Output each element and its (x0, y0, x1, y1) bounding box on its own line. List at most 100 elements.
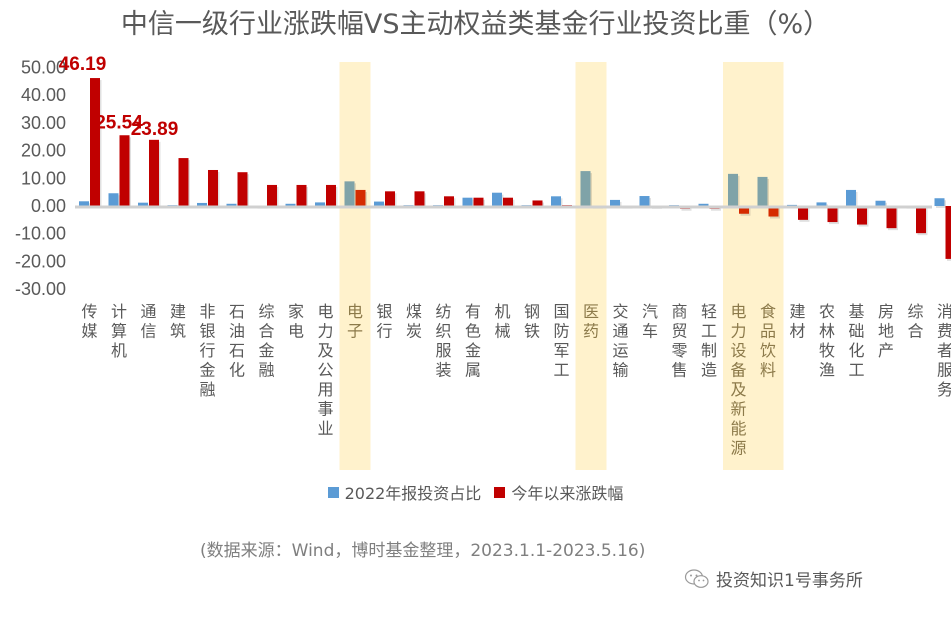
x-tick-label: 电力设备及新能源 (730, 302, 746, 458)
bar-investment-share-基础化工 (846, 189, 856, 206)
bar-ytd-change-有色金属 (473, 197, 484, 206)
bar-ytd-change-综合 (916, 206, 926, 234)
bar-ytd-change-煤炭 (414, 191, 425, 206)
bar-ytd-change-综合金融 (267, 184, 277, 206)
bar-investment-share-电力及公用事业 (315, 202, 325, 206)
bar-investment-share-家电 (285, 203, 296, 206)
bar-investment-share-计算机 (108, 193, 119, 206)
bar-investment-share-机械 (492, 192, 502, 206)
bar-ytd-change-电力及公用事业 (326, 184, 336, 206)
bar-investment-share-交通运输 (610, 199, 620, 206)
y-tick-label: -30.00 (15, 279, 66, 299)
x-axis-labels: 传媒计算机通信建筑非银行金融石油石化综合金融家电电力及公用事业电子银行煤炭纺织服… (81, 302, 951, 458)
bar-ytd-change-银行 (385, 191, 395, 206)
bar-investment-share-银行 (374, 201, 384, 206)
x-tick-label: 综合 (907, 302, 923, 341)
bar-investment-share-医药 (580, 171, 591, 206)
y-tick-label: 20.00 (21, 141, 66, 161)
x-tick-label: 汽车 (642, 302, 658, 341)
x-tick-label: 家电 (288, 302, 304, 341)
bar-ytd-change-计算机 (119, 135, 130, 206)
bar-investment-share-电力设备及新能源 (728, 173, 738, 206)
y-tick-label: 40.00 (21, 85, 66, 105)
bar-investment-share-非银行金融 (197, 202, 207, 206)
highlight-band-电子 (339, 62, 371, 470)
y-tick-label: 30.00 (21, 113, 66, 133)
x-tick-label: 商贸零售 (671, 302, 687, 380)
x-tick-label: 轻工制造 (701, 302, 717, 380)
bar-shadow (711, 208, 721, 211)
bar-chart: 50.00 40.00 30.00 20.00 10.00 0.00 -10.00 -20.0… (15, 54, 951, 470)
bar-investment-share-建材 (787, 204, 797, 206)
x-tick-label: 机械 (494, 302, 510, 341)
legend-item-investment-share: 2022年报投资占比 (327, 480, 482, 504)
legend-label: 今年以来涨跌幅 (511, 484, 624, 503)
bar-ytd-change-石油石化 (237, 172, 248, 206)
data-label: 46.19 (59, 54, 107, 75)
highlight-band-电力设备及新能源 (723, 62, 784, 470)
bar-investment-share-轻工制造 (698, 203, 709, 206)
highlight-bands (339, 62, 784, 470)
bar-ytd-change-电子 (355, 189, 366, 206)
x-tick-label: 传媒 (81, 302, 97, 341)
highlight-band-医药 (575, 62, 607, 470)
y-tick-label: -20.00 (15, 251, 66, 271)
x-tick-label: 纺织服装 (435, 302, 451, 380)
legend-label: 2022年报投资占比 (344, 484, 482, 503)
x-tick-label: 电力及公用事业 (317, 302, 333, 438)
data-label: 23.89 (131, 119, 179, 140)
x-tick-label: 医药 (583, 302, 599, 341)
x-tick-label: 通信 (140, 302, 156, 341)
x-tick-label: 交通运输 (612, 302, 628, 380)
bar-investment-share-国防军工 (551, 196, 561, 206)
y-tick-label: 50.00 (21, 58, 66, 78)
x-tick-label: 计算机 (111, 302, 127, 360)
bar-investment-share-通信 (138, 202, 148, 206)
legend: 2022年报投资占比 今年以来涨跌幅 (0, 480, 951, 504)
brand-name: 投资知识1号事务所 (716, 571, 863, 591)
bar-ytd-change-钢铁 (532, 200, 543, 206)
bar-investment-share-房地产 (875, 200, 886, 206)
bar-investment-share-消费者服务 (934, 198, 945, 206)
bar-investment-share-农林牧渔 (816, 202, 827, 206)
bar-ytd-change-食品饮料 (768, 206, 779, 217)
x-tick-label: 建材 (789, 302, 805, 341)
x-tick-label: 石油石化 (229, 302, 245, 380)
y-tick-label: 10.00 (21, 168, 66, 188)
bar-investment-share-食品饮料 (757, 176, 768, 206)
x-tick-label: 电子 (347, 302, 363, 341)
bar-ytd-change-纺织服装 (444, 196, 454, 206)
x-tick-label: 银行 (376, 302, 392, 341)
bar-investment-share-有色金属 (462, 197, 473, 206)
legend-swatch-blue (327, 486, 339, 498)
legend-item-ytd-change: 今年以来涨跌幅 (494, 480, 623, 504)
legend-swatch-red (494, 486, 506, 498)
y-axis: 50.00 40.00 30.00 20.00 10.00 0.00 -10.00 -20.0… (15, 58, 66, 300)
x-tick-label: 建筑 (170, 302, 186, 341)
bar-ytd-change-房地产 (886, 206, 897, 229)
x-tick-label: 非银行金融 (199, 302, 215, 399)
x-tick-label: 基础化工 (848, 302, 864, 380)
bar-investment-share-汽车 (639, 196, 650, 206)
brand-watermark: 投资知识1号事务所 (684, 566, 863, 591)
bar-shadow (681, 208, 692, 211)
chart-title: 中信一级行业涨跌幅VS主动权益类基金行业投资比重（%） (120, 9, 831, 40)
bar-ytd-change-基础化工 (857, 206, 867, 225)
bar-investment-share-石油石化 (226, 203, 237, 206)
data-label: 25.54 (95, 112, 143, 133)
bar-ytd-change-家电 (296, 184, 307, 206)
x-tick-label: 消费者服务 (937, 302, 951, 399)
x-tick-label: 钢铁 (524, 302, 540, 341)
y-tick-label: 0.00 (31, 196, 66, 216)
bar-investment-share-电子 (344, 181, 355, 206)
x-tick-label: 房地产 (878, 302, 894, 360)
bar-ytd-change-消费者服务 (945, 206, 951, 259)
bar-ytd-change-电力设备及新能源 (739, 206, 749, 214)
x-tick-label: 国防军工 (553, 302, 569, 380)
x-tick-label: 食品饮料 (760, 302, 776, 380)
x-tick-label: 农林牧渔 (819, 302, 835, 380)
bar-ytd-change-农林牧渔 (827, 206, 838, 223)
bar-ytd-change-通信 (149, 139, 159, 206)
bar-investment-share-传媒 (79, 201, 89, 206)
